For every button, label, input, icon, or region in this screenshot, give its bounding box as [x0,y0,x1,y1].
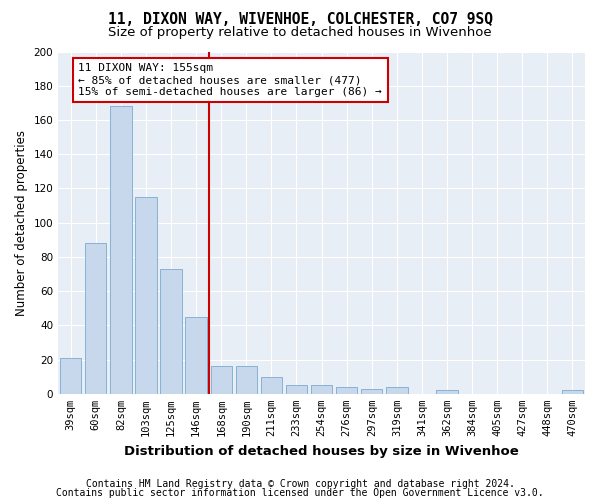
Bar [211,366,232,394]
Bar [60,358,82,394]
Text: 11 DIXON WAY: 155sqm
← 85% of detached houses are smaller (477)
15% of semi-deta: 11 DIXON WAY: 155sqm ← 85% of detached h… [78,64,382,96]
Text: Contains HM Land Registry data © Crown copyright and database right 2024.: Contains HM Land Registry data © Crown c… [86,479,514,489]
Bar [110,106,131,394]
Bar [436,390,458,394]
Bar [562,390,583,394]
Text: 11, DIXON WAY, WIVENHOE, COLCHESTER, CO7 9SQ: 11, DIXON WAY, WIVENHOE, COLCHESTER, CO7… [107,12,493,28]
Bar [336,387,358,394]
Y-axis label: Number of detached properties: Number of detached properties [15,130,28,316]
Bar [160,269,182,394]
Bar [361,388,382,394]
Bar [136,197,157,394]
Bar [185,317,207,394]
X-axis label: Distribution of detached houses by size in Wivenhoe: Distribution of detached houses by size … [124,444,519,458]
Bar [311,385,332,394]
Text: Size of property relative to detached houses in Wivenhoe: Size of property relative to detached ho… [108,26,492,39]
Bar [85,243,106,394]
Bar [261,376,282,394]
Text: Contains public sector information licensed under the Open Government Licence v3: Contains public sector information licen… [56,488,544,498]
Bar [236,366,257,394]
Bar [386,387,407,394]
Bar [286,385,307,394]
